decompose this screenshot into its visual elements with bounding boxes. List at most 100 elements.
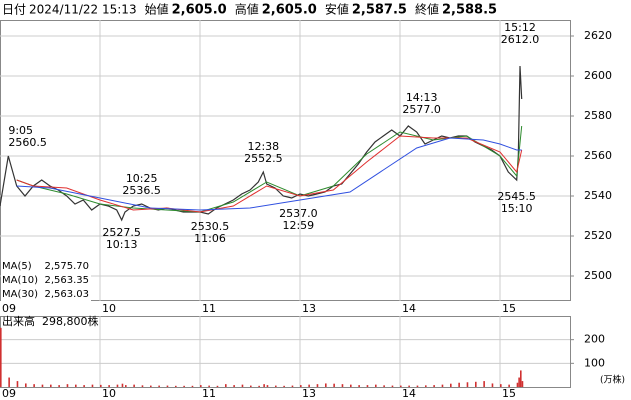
volume-bar	[108, 385, 110, 387]
volume-bar	[175, 385, 177, 387]
x-tick-label: 15	[502, 387, 516, 400]
x-tick-label: 10	[102, 302, 116, 315]
header-value: 2,588.5	[442, 3, 497, 18]
volume-bar	[450, 383, 452, 387]
volume-bar	[233, 385, 235, 387]
volume-title: 出来高	[2, 314, 35, 328]
volume-bar	[225, 384, 227, 387]
annotation-price: 2577.0	[402, 103, 441, 116]
volume-bar	[500, 384, 502, 387]
volume-bar	[200, 385, 202, 387]
annotation-price: 2537.0	[279, 207, 318, 220]
header-value: 2,605.0	[262, 3, 317, 18]
x-tick-label: 11	[202, 387, 216, 400]
ma-line	[16, 137, 522, 211]
x-tick-label: 14	[402, 302, 416, 315]
header-value: 2,605.0	[172, 3, 227, 18]
volume-bar	[8, 377, 10, 387]
annotation-price: 2536.5	[122, 184, 161, 197]
volume-bar	[291, 385, 294, 387]
volume-bar	[458, 382, 460, 387]
volume-bar	[266, 385, 269, 387]
volume-bar	[491, 383, 494, 387]
legend-name: MA(5)	[2, 261, 32, 272]
annotation-time: 11:06	[194, 232, 226, 245]
header-label: 高値	[235, 2, 259, 17]
volume-bar	[83, 385, 85, 387]
y-tick-label: 2580	[584, 109, 612, 122]
volume-bar	[466, 382, 469, 387]
volume-bar	[75, 384, 77, 387]
volume-bar	[116, 384, 119, 387]
volume-bar	[350, 384, 352, 387]
volume-bar	[308, 384, 310, 387]
volume-bar	[275, 385, 277, 387]
annotation-time: 14:13	[406, 91, 438, 104]
volume-panel	[0, 316, 571, 388]
volume-bar	[191, 385, 194, 387]
volume-bar	[250, 385, 252, 387]
volume-bar	[408, 385, 410, 387]
volume-bar	[91, 384, 94, 387]
header-label: 日付	[2, 3, 26, 17]
x-tick-label: 09	[2, 387, 16, 400]
header-value: 2,587.5	[352, 3, 407, 18]
volume-bar	[441, 384, 444, 387]
volume-bar	[366, 385, 369, 387]
volume-bar	[133, 384, 135, 387]
volume-bar	[475, 381, 477, 387]
annotation-time: 12:59	[282, 219, 314, 232]
annotation-time: 10:25	[126, 172, 158, 185]
volume-bar	[58, 385, 60, 387]
volume-bar	[518, 377, 520, 387]
volume-bar	[516, 382, 519, 387]
volume-bar	[216, 385, 219, 387]
volume-bar	[375, 384, 377, 387]
legend-value: 2,563.03	[44, 289, 89, 300]
annotation-price: 2545.5	[497, 190, 536, 203]
legend-value: 2,575.70	[44, 261, 89, 272]
legend-box	[1, 273, 91, 287]
header-value: 2024/11/22 15:13	[29, 3, 137, 17]
header-label: 終値	[415, 2, 439, 17]
legend-name: MA(30)	[2, 289, 38, 300]
y-tick-label: 2500	[584, 269, 612, 282]
header-label: 安値	[325, 2, 349, 17]
volume-bar	[121, 383, 124, 387]
volume-bar	[383, 385, 385, 387]
volume-bar	[33, 384, 35, 387]
y-tick-label: 100	[584, 356, 605, 369]
volume-bar	[425, 385, 427, 387]
volume-bar	[208, 385, 210, 387]
x-tick-label: 14	[402, 387, 416, 400]
annotation-time: 9:05	[8, 124, 33, 137]
volume-bar	[333, 383, 335, 387]
volume-bar	[283, 385, 285, 387]
volume-bar	[241, 384, 244, 387]
volume-bar	[50, 384, 52, 387]
annotation-time: 15:12	[504, 21, 536, 34]
volume-bar	[433, 385, 435, 387]
x-tick-label: 11	[202, 302, 216, 315]
annotation-time: 12:38	[247, 140, 279, 153]
volume-bar	[483, 381, 485, 387]
legend-value: 2,563.35	[44, 275, 89, 286]
annotation-price: 2530.5	[191, 220, 230, 233]
x-tick-label: 13	[302, 387, 316, 400]
volume-total: 298,800株	[42, 314, 99, 328]
volume-bar	[358, 385, 360, 387]
volume-bar	[520, 370, 522, 387]
annotation-time: 10:13	[106, 238, 138, 251]
volume-bar	[183, 385, 185, 387]
volume-bar	[166, 385, 169, 387]
y-tick-label: 2540	[584, 189, 612, 202]
annotation-price: 2560.5	[8, 136, 47, 149]
volume-bar	[150, 385, 152, 387]
volume-bar	[400, 385, 402, 387]
y-tick-label: 2600	[584, 69, 612, 82]
grid	[0, 20, 574, 387]
header-label: 始値	[145, 2, 169, 17]
volume-bar	[125, 385, 127, 387]
